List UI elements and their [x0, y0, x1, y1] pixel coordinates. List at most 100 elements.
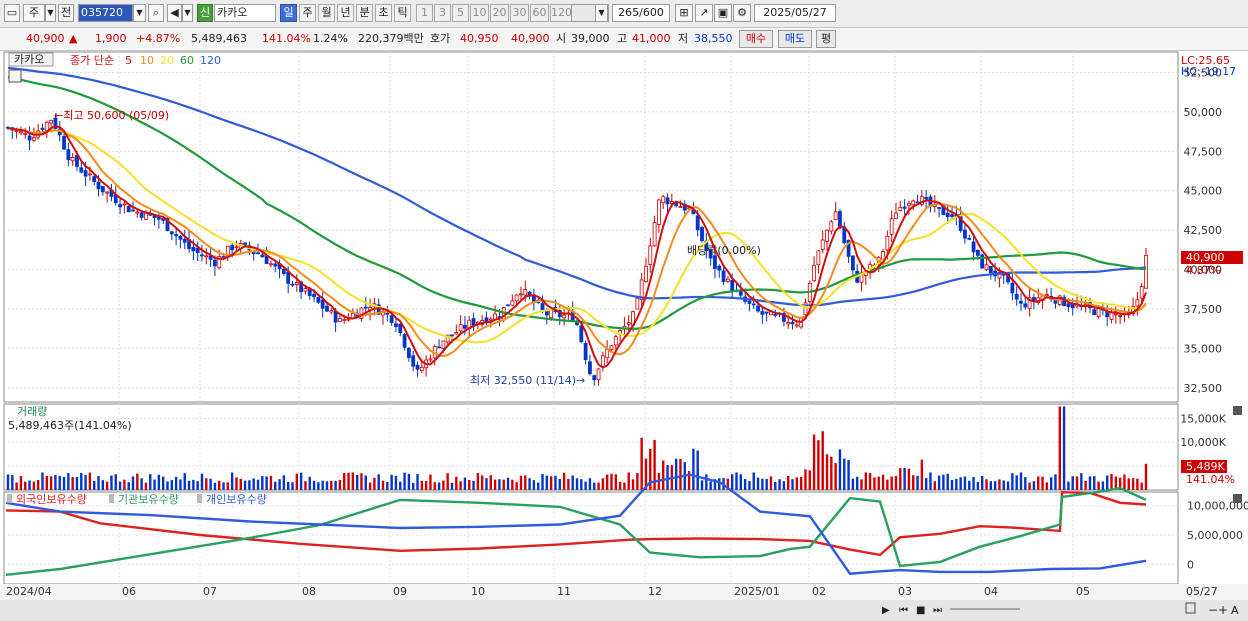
speaker-icon[interactable]: ◀ — [167, 4, 182, 22]
interval-button-10[interactable]: 10 — [470, 4, 489, 22]
volume-bar — [330, 480, 333, 490]
buy-label: 매수 — [745, 32, 767, 45]
candle-body — [825, 229, 829, 242]
code-dropdown-icon[interactable]: ▼ — [133, 4, 146, 22]
volume-bar — [1080, 473, 1083, 490]
period-button-2[interactable]: 월 — [318, 4, 335, 22]
volume-bar — [1144, 463, 1148, 490]
interval-button-3[interactable]: 3 — [434, 4, 451, 22]
volume-bar — [739, 474, 743, 490]
extra-button[interactable]: 평 — [816, 30, 836, 48]
volume-bar — [511, 479, 514, 490]
interval-button-5[interactable]: 5 — [452, 4, 469, 22]
volume-bar — [485, 478, 488, 490]
volume-bar — [748, 481, 751, 490]
period-mode-select[interactable]: 주 — [23, 4, 45, 22]
interval-button-1[interactable]: 1 — [416, 4, 433, 22]
candle-body — [958, 213, 963, 231]
candle-body — [294, 282, 299, 285]
volume-bar — [709, 481, 712, 490]
volume-bar — [713, 479, 717, 490]
candle-body — [204, 255, 209, 258]
candle-body — [820, 239, 825, 251]
volume-bar — [614, 474, 617, 490]
chart-tools-icon[interactable]: ⊞ — [675, 4, 693, 22]
chevron-down-icon[interactable]: ▼ — [45, 4, 56, 22]
volume-bar — [321, 480, 324, 490]
candle-body — [75, 155, 79, 167]
volume-bar — [278, 479, 281, 490]
search-icon[interactable]: ⌕ — [148, 4, 164, 22]
candle-body — [445, 334, 450, 343]
volume-bar — [1131, 478, 1135, 490]
save-icon[interactable]: ▣ — [714, 4, 732, 22]
stock-name-field[interactable]: 카카오 — [214, 4, 276, 22]
interval-button-60[interactable]: 60 — [530, 4, 549, 22]
volume-close-icon — [1233, 406, 1242, 415]
candle-body — [756, 305, 760, 312]
volume-bar — [411, 482, 415, 490]
holding-legend-1: 기관보유수량 — [118, 493, 179, 506]
period-button-5[interactable]: 초 — [375, 4, 392, 22]
volume-bar — [472, 480, 475, 490]
gear-icon[interactable]: ⚙ — [733, 4, 751, 22]
volume-bar — [554, 475, 557, 490]
count-field[interactable]: 265/600 — [612, 4, 670, 22]
last-volume-pct: 141.04% — [1186, 473, 1235, 486]
period-button-6[interactable]: 틱 — [394, 4, 411, 22]
period-button-1[interactable]: 주 — [299, 4, 316, 22]
candle-body — [1023, 303, 1028, 308]
period-button-4[interactable]: 분 — [356, 4, 373, 22]
interval-dropdown-icon[interactable]: ▼ — [595, 4, 608, 22]
last-price-value: 40,900 — [1186, 251, 1225, 264]
volume-bar — [1019, 472, 1023, 490]
candle-body — [725, 278, 730, 282]
candle-body — [661, 196, 666, 204]
volume-bar — [118, 481, 122, 490]
bottom-toolbar — [0, 600, 1248, 621]
ma5-line — [7, 125, 1147, 369]
interval-button-20[interactable]: 20 — [490, 4, 509, 22]
volume-panel — [3, 403, 1179, 491]
volume-bar — [601, 478, 605, 490]
stock-code-input[interactable]: 035720 — [78, 4, 133, 22]
window-icon[interactable]: ▭ — [4, 4, 20, 22]
ma-legend-120: 120 — [200, 54, 221, 67]
volume-bar — [549, 476, 553, 490]
buy-button[interactable]: 매수 — [739, 30, 773, 48]
candle-body — [406, 347, 411, 358]
volume-tick: 15,000K — [1180, 412, 1226, 425]
candle-body — [579, 325, 584, 342]
sell-button[interactable]: 매도 — [778, 30, 812, 48]
candle-body — [14, 130, 19, 132]
prev-button[interactable]: 전 — [58, 4, 74, 22]
ask-price: 40,950 — [460, 32, 499, 45]
volume-bar — [351, 472, 355, 490]
volume-bar — [804, 469, 807, 490]
speaker-dropdown-icon[interactable]: ▼ — [182, 4, 193, 22]
volume-bar — [80, 473, 83, 490]
x-end-label: 05/27 — [1186, 585, 1218, 598]
candle-body — [329, 310, 334, 313]
volume-bar — [976, 481, 980, 490]
volume-bar — [463, 477, 467, 490]
period-button-0[interactable]: 일 — [280, 4, 297, 22]
interval-button-120[interactable]: 120 — [550, 4, 572, 22]
candle-body — [773, 314, 778, 316]
date-field[interactable]: 2025/05/27 — [754, 4, 836, 22]
stock-tab — [8, 52, 54, 67]
volume-bar — [636, 473, 639, 490]
x-tick: 03 — [898, 585, 912, 598]
candle-body — [838, 211, 842, 229]
candle-body — [419, 366, 424, 372]
volume-bar — [989, 481, 993, 490]
candle-body — [751, 303, 756, 306]
interval-button-30[interactable]: 30 — [510, 4, 529, 22]
trend-line-icon[interactable]: ↗ — [695, 4, 713, 22]
period-button-3[interactable]: 년 — [337, 4, 354, 22]
candle-body — [549, 309, 554, 319]
volume-ratio: 141.04% — [262, 32, 311, 45]
candle-body — [1014, 293, 1019, 300]
volume-bar — [640, 437, 643, 490]
